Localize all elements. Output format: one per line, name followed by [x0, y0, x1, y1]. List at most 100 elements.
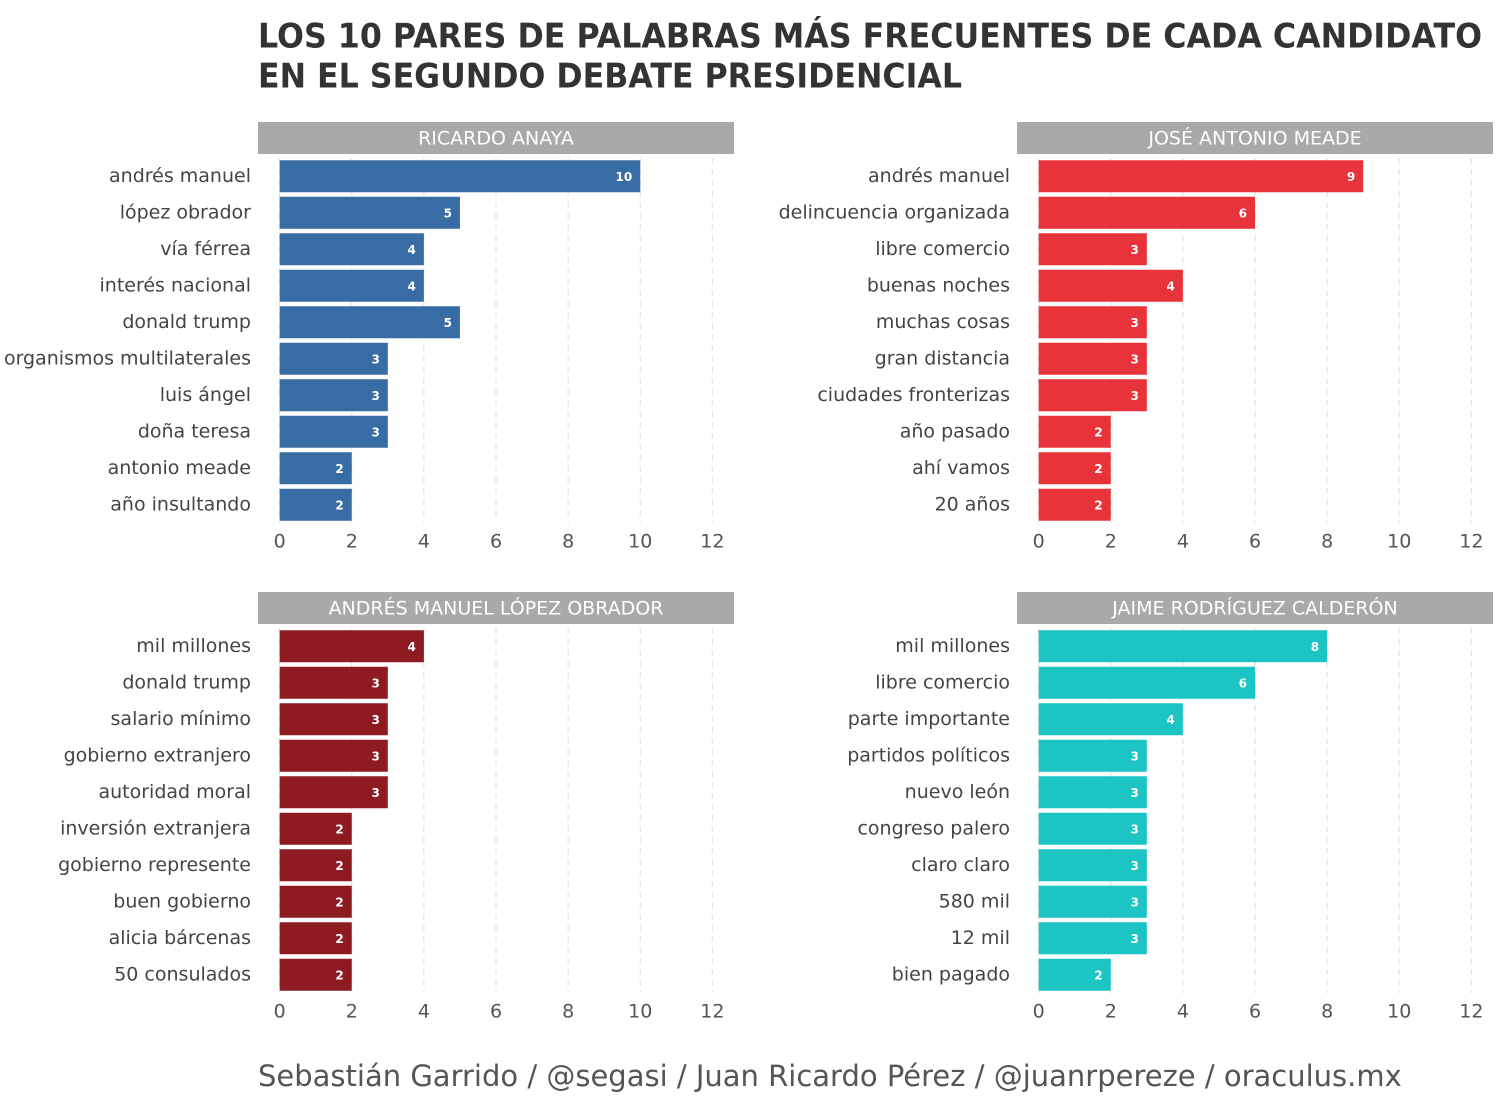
- bar: [279, 739, 388, 772]
- x-tick-label: 0: [274, 531, 286, 553]
- value-label: 3: [371, 749, 379, 763]
- value-label: 2: [335, 895, 343, 909]
- x-tick-label: 12: [700, 531, 724, 553]
- y-tick-label: mil millones: [895, 635, 1010, 657]
- y-tick-label: congreso palero: [857, 817, 1010, 839]
- bar: [279, 488, 352, 521]
- bar: [1038, 269, 1183, 302]
- value-label: 2: [335, 932, 343, 946]
- y-tick-label: andrés manuel: [109, 165, 251, 187]
- y-tick-label: libre comercio: [875, 671, 1010, 693]
- bar: [279, 812, 352, 845]
- chart-title: EN EL SEGUNDO DEBATE PRESIDENCIAL: [258, 57, 962, 97]
- panel-title: RICARDO ANAYA: [418, 128, 574, 150]
- bar: [1038, 415, 1111, 448]
- x-tick-label: 2: [1105, 531, 1117, 553]
- y-tick-label: lópez obrador: [120, 201, 251, 223]
- y-tick-label: mil millones: [136, 635, 251, 657]
- panel-title: ANDRÉS MANUEL LÓPEZ OBRADOR: [329, 596, 664, 620]
- y-tick-label: gran distancia: [875, 347, 1010, 369]
- y-tick-label: 20 años: [935, 493, 1010, 515]
- x-tick-label: 12: [700, 1001, 724, 1023]
- bar: [1038, 739, 1147, 772]
- x-tick-label: 2: [1105, 1001, 1117, 1023]
- y-tick-label: muchas cosas: [876, 311, 1010, 333]
- x-tick-label: 12: [1459, 531, 1483, 553]
- value-label: 3: [371, 389, 379, 403]
- x-tick-label: 8: [562, 1001, 574, 1023]
- value-label: 3: [371, 786, 379, 800]
- bar: [279, 269, 424, 302]
- y-tick-label: claro claro: [911, 854, 1010, 876]
- bar: [1038, 379, 1147, 412]
- y-tick-label: ahí vamos: [912, 457, 1010, 479]
- bar: [279, 958, 352, 991]
- bar: [279, 160, 641, 193]
- value-label: 4: [1167, 713, 1175, 727]
- y-tick-label: doña teresa: [138, 420, 251, 442]
- y-tick-label: año pasado: [900, 420, 1010, 442]
- value-label: 3: [1130, 822, 1138, 836]
- bar: [1038, 160, 1364, 193]
- value-label: 2: [335, 822, 343, 836]
- bar: [279, 306, 460, 339]
- value-label: 2: [1094, 498, 1102, 512]
- value-label: 3: [1130, 749, 1138, 763]
- value-label: 2: [1094, 462, 1102, 476]
- chart-title: LOS 10 PARES DE PALABRAS MÁS FRECUENTES …: [258, 16, 1482, 57]
- value-label: 3: [371, 676, 379, 690]
- value-label: 2: [1094, 425, 1102, 439]
- bar: [1038, 488, 1111, 521]
- y-tick-label: luis ángel: [160, 384, 251, 406]
- y-tick-label: delincuencia organizada: [779, 201, 1010, 223]
- y-tick-label: gobierno extranjero: [64, 744, 251, 766]
- x-tick-label: 12: [1459, 1001, 1483, 1023]
- strip: [1017, 592, 1493, 624]
- y-tick-label: interés nacional: [100, 274, 251, 296]
- value-label: 4: [1167, 279, 1175, 293]
- value-label: 3: [371, 713, 379, 727]
- y-tick-label: salario mínimo: [111, 708, 251, 730]
- value-label: 2: [335, 462, 343, 476]
- value-label: 8: [1311, 640, 1319, 654]
- bar: [1038, 849, 1147, 882]
- bar: [1038, 196, 1255, 229]
- y-tick-label: libre comercio: [875, 238, 1010, 260]
- x-tick-label: 8: [562, 531, 574, 553]
- y-tick-label: parte importante: [848, 708, 1010, 730]
- bar: [1038, 306, 1147, 339]
- y-tick-label: gobierno represente: [58, 854, 251, 876]
- bar: [279, 415, 388, 448]
- bar: [279, 849, 352, 882]
- y-tick-label: antonio meade: [108, 457, 251, 479]
- value-label: 2: [335, 498, 343, 512]
- y-tick-label: 580 mil: [939, 890, 1010, 912]
- y-tick-label: buenas noches: [867, 274, 1010, 296]
- y-tick-label: partidos políticos: [847, 744, 1010, 766]
- bar: [1038, 233, 1147, 266]
- value-label: 4: [408, 279, 416, 293]
- y-tick-label: organismos multilaterales: [4, 347, 251, 369]
- y-tick-label: andrés manuel: [868, 165, 1010, 187]
- bar: [279, 776, 388, 809]
- y-tick-label: autoridad moral: [98, 781, 251, 803]
- value-label: 3: [371, 425, 379, 439]
- bar: [279, 342, 388, 375]
- bar: [1038, 452, 1111, 485]
- x-tick-label: 6: [1249, 1001, 1261, 1023]
- y-tick-label: buen gobierno: [113, 890, 251, 912]
- y-tick-label: donald trump: [122, 311, 251, 333]
- y-tick-label: inversión extranjera: [60, 817, 251, 839]
- strip: [258, 592, 734, 624]
- x-tick-label: 6: [1249, 531, 1261, 553]
- x-tick-label: 0: [1033, 531, 1045, 553]
- value-label: 4: [408, 640, 416, 654]
- bar: [279, 379, 388, 412]
- x-tick-label: 2: [346, 531, 358, 553]
- y-tick-label: año insultando: [110, 493, 251, 515]
- value-label: 3: [1130, 316, 1138, 330]
- x-tick-label: 6: [490, 531, 502, 553]
- x-tick-label: 6: [490, 1001, 502, 1023]
- bar: [279, 885, 352, 918]
